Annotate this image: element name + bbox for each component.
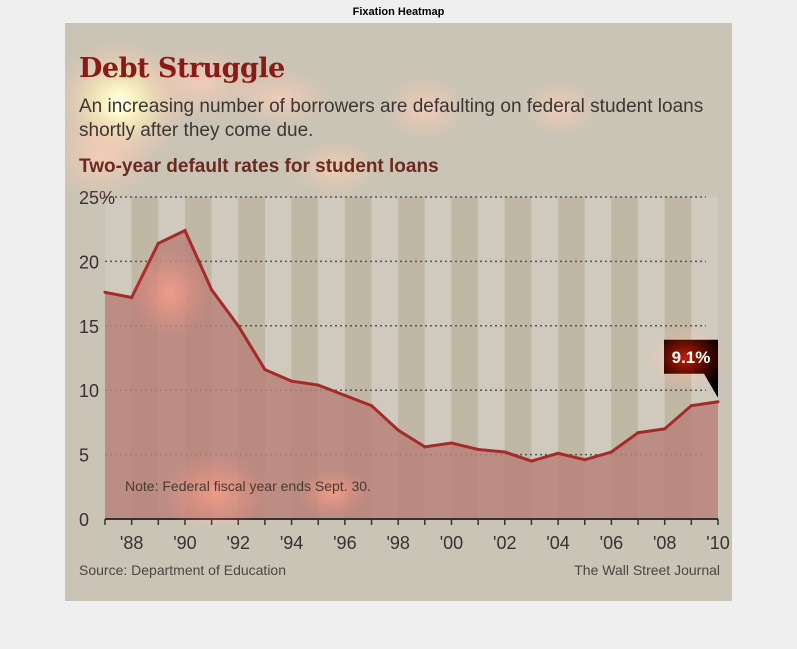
subtitle: An increasing number of borrowers are de… (79, 96, 704, 141)
data-point-1999 (423, 445, 427, 449)
data-point-1991 (210, 288, 214, 292)
fixation-blob (130, 248, 210, 338)
data-point-2000 (449, 441, 453, 445)
x-tick-label: '00 (440, 533, 463, 553)
data-point-1994 (290, 379, 294, 383)
data-point-2009 (689, 404, 693, 408)
data-point-2008 (663, 427, 667, 431)
series-area (105, 230, 718, 519)
data-point-1992 (236, 324, 240, 328)
data-point-2003 (529, 459, 533, 463)
x-axis-ticks: '88 '90 '92 '94 '96 '98 '00 '02 '04 '06 '08 '10 (104, 519, 730, 553)
series-points (103, 228, 720, 463)
chart-svg: 0510152025% '88'90'92'94'96'98'00'02'04'… (65, 38, 730, 553)
x-tick-label: '04 (546, 533, 569, 553)
source-credit: Source: Department of Education (79, 562, 287, 578)
data-point-1993 (263, 368, 267, 372)
fixation-blob (290, 138, 380, 198)
x-tick-label: '06 (600, 533, 623, 553)
x-tick-label: '90 (173, 533, 196, 553)
fixation-blob (645, 323, 725, 393)
data-point-1995 (316, 383, 320, 387)
y-tick-label: 15 (79, 317, 99, 337)
chart-panel: 0510152025% '88'90'92'94'96'98'00'02'04'… (65, 23, 732, 601)
x-tick-label: '96 (333, 533, 356, 553)
fixation-blob (380, 73, 470, 143)
chart-note: Note: Federal fiscal year ends Sept. 30. (125, 478, 371, 494)
y-tick-label: 5 (79, 446, 89, 466)
y-tick-label: 20 (79, 252, 99, 272)
figure-title: Fixation Heatmap (352, 6, 445, 18)
data-point-1997 (370, 404, 374, 408)
fixation-heat-overlay (65, 38, 725, 533)
data-point-2006 (609, 450, 613, 454)
y-tick-label: 0 (79, 510, 89, 530)
headline: Debt Struggle (79, 53, 285, 84)
publisher-credit: The Wall Street Journal (574, 562, 720, 578)
fixation-blob (298, 468, 368, 518)
y-tick-label: 10 (79, 381, 99, 401)
x-tick-label: '98 (386, 533, 409, 553)
fixation-blob (520, 78, 600, 138)
fixation-blob (65, 113, 155, 203)
fixation-blob (225, 68, 335, 128)
x-tick-label: '94 (280, 533, 303, 553)
fixation-blob (160, 453, 270, 533)
chart-title: Two-year default rates for student loans (79, 156, 439, 177)
data-point-1989 (156, 241, 160, 245)
data-point-2004 (556, 451, 560, 455)
x-tick-label: '92 (227, 533, 250, 553)
data-point-2007 (636, 431, 640, 435)
data-point-2010 (716, 400, 720, 404)
data-point-2002 (503, 450, 507, 454)
data-point-1987 (103, 290, 107, 294)
data-point-1998 (396, 428, 400, 432)
x-tick-label: '10 (706, 533, 729, 553)
x-tick-label: '88 (120, 533, 143, 553)
data-point-1990 (183, 228, 187, 232)
data-point-2005 (583, 458, 587, 462)
x-tick-label: '08 (653, 533, 676, 553)
x-tick-label: '02 (493, 533, 516, 553)
data-point-1996 (343, 393, 347, 397)
data-point-2001 (476, 447, 480, 451)
